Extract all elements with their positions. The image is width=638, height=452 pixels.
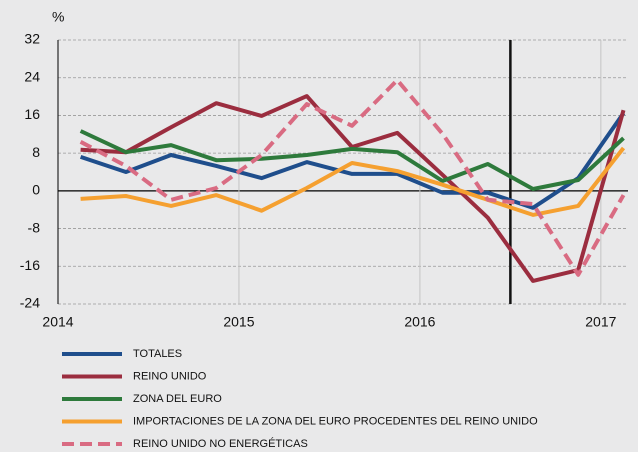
legend-label: ZONA DEL EURO [133, 393, 222, 405]
legend-label: REINO UNIDO [133, 370, 207, 382]
legend-label: IMPORTACIONES DE LA ZONA DEL EURO PROCED… [133, 415, 538, 427]
series-line [79, 111, 626, 210]
y-tick-label: 16 [24, 106, 40, 122]
y-tick-label: -16 [20, 257, 40, 273]
y-tick-label: -24 [20, 295, 40, 311]
legend-label: REINO UNIDO NO ENERGÉTICAS [133, 437, 308, 450]
y-unit: % [52, 9, 64, 25]
x-tick-label: 2015 [223, 314, 254, 330]
y-tick-label: 0 [32, 182, 40, 198]
x-tick-label: 2017 [585, 314, 616, 330]
series-line [80, 146, 626, 217]
y-tick-label: 8 [32, 144, 40, 160]
legend-label: TOTALES [133, 348, 182, 360]
y-tick-label: 24 [24, 68, 40, 84]
series-line [79, 78, 626, 277]
y-tick-label: -8 [28, 219, 41, 235]
y-tick-label: 32 [24, 31, 40, 47]
x-tick-label: 2016 [404, 314, 435, 330]
series-line [79, 129, 625, 191]
x-tick-label: 2014 [42, 314, 73, 330]
